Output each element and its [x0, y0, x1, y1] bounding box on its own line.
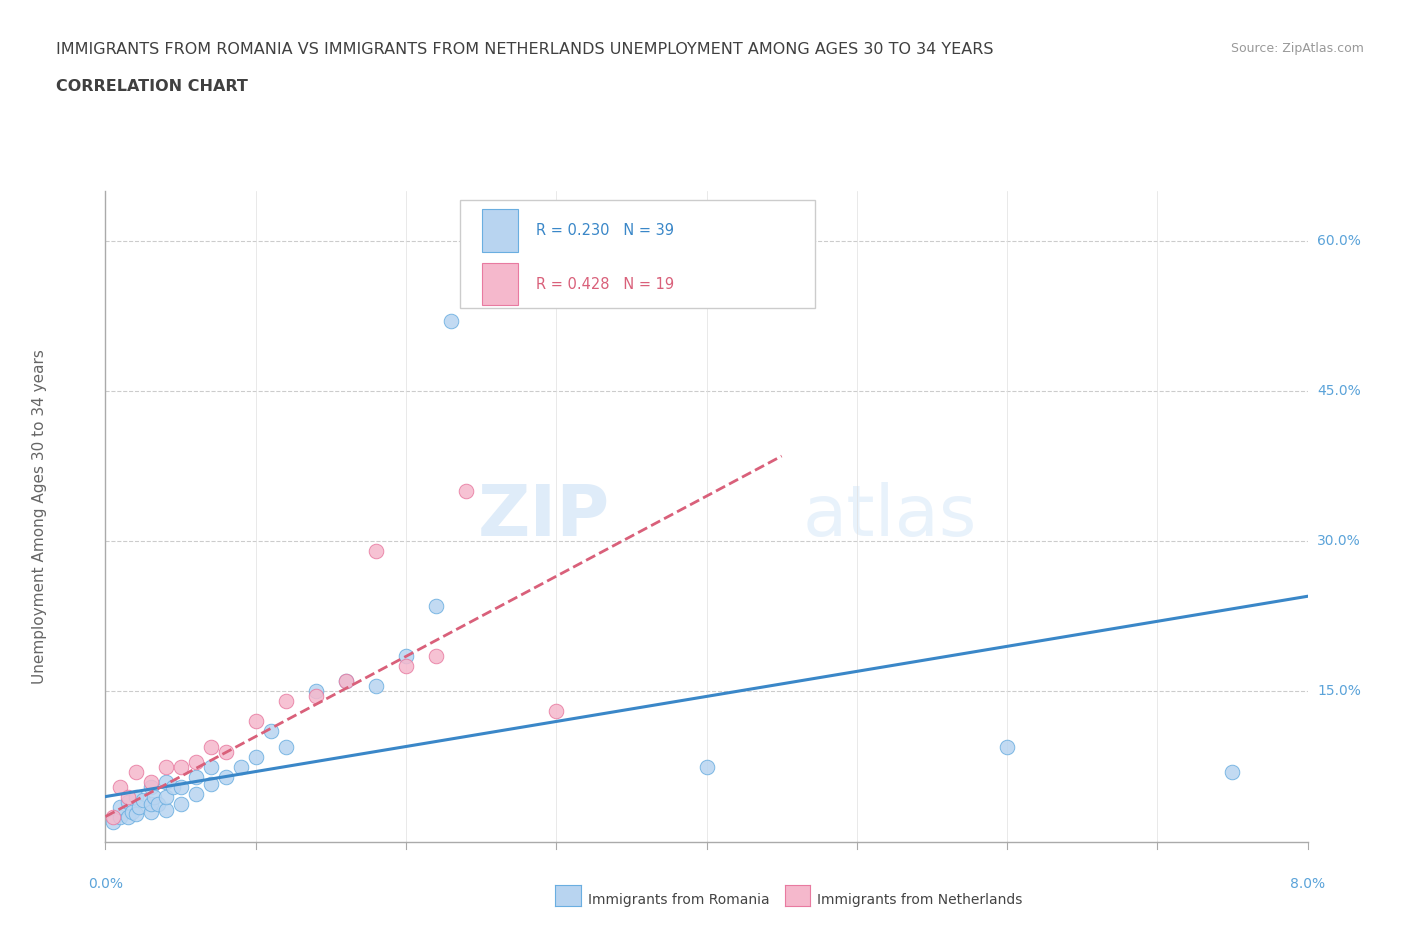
Point — [124, 764, 146, 779]
Point — [305, 689, 328, 704]
Text: IMMIGRANTS FROM ROMANIA VS IMMIGRANTS FROM NETHERLANDS UNEMPLOYMENT AMONG AGES 3: IMMIGRANTS FROM ROMANIA VS IMMIGRANTS FR… — [56, 42, 994, 57]
FancyBboxPatch shape — [482, 263, 517, 305]
Point — [155, 759, 177, 774]
Point — [155, 803, 177, 817]
Point — [229, 759, 252, 774]
Point — [425, 599, 447, 614]
Point — [110, 809, 132, 824]
Point — [146, 796, 169, 811]
Point — [335, 674, 357, 689]
Point — [274, 739, 297, 754]
Point — [425, 649, 447, 664]
Point — [101, 809, 124, 824]
Point — [169, 779, 191, 794]
Point — [440, 313, 463, 328]
Point — [162, 779, 184, 794]
Text: R = 0.428   N = 19: R = 0.428 N = 19 — [536, 277, 673, 292]
Point — [139, 796, 162, 811]
Point — [139, 804, 162, 819]
Point — [139, 774, 162, 789]
Point — [121, 804, 143, 819]
Point — [155, 790, 177, 804]
Point — [124, 806, 146, 821]
Text: 45.0%: 45.0% — [1317, 384, 1361, 398]
Point — [117, 794, 139, 809]
Point — [184, 786, 207, 801]
Point — [260, 724, 283, 739]
Text: atlas: atlas — [803, 482, 977, 551]
Point — [142, 790, 165, 804]
Point — [364, 679, 387, 694]
Point — [117, 809, 139, 824]
Point — [214, 769, 236, 784]
Text: ZIP: ZIP — [478, 482, 610, 551]
Text: Immigrants from Netherlands: Immigrants from Netherlands — [817, 893, 1022, 908]
FancyBboxPatch shape — [482, 209, 517, 252]
Point — [546, 704, 568, 719]
Point — [395, 649, 418, 664]
Point — [117, 790, 139, 804]
Point — [155, 774, 177, 789]
Text: Unemployment Among Ages 30 to 34 years: Unemployment Among Ages 30 to 34 years — [32, 349, 46, 684]
Point — [128, 799, 150, 814]
Text: 15.0%: 15.0% — [1317, 684, 1361, 698]
Point — [245, 714, 267, 729]
Text: 30.0%: 30.0% — [1317, 534, 1361, 548]
Text: R = 0.230   N = 39: R = 0.230 N = 39 — [536, 223, 673, 238]
Point — [139, 779, 162, 794]
Text: Immigrants from Romania: Immigrants from Romania — [588, 893, 769, 908]
Point — [395, 659, 418, 674]
Point — [696, 759, 718, 774]
Point — [1222, 764, 1244, 779]
Point — [110, 779, 132, 794]
Point — [305, 684, 328, 698]
Text: CORRELATION CHART: CORRELATION CHART — [56, 79, 247, 94]
Point — [274, 694, 297, 709]
Point — [124, 790, 146, 804]
Point — [101, 814, 124, 829]
Text: 60.0%: 60.0% — [1317, 233, 1361, 247]
Point — [184, 769, 207, 784]
Point — [995, 739, 1018, 754]
Point — [184, 754, 207, 769]
FancyBboxPatch shape — [460, 201, 814, 308]
Point — [214, 744, 236, 759]
Point — [169, 796, 191, 811]
Text: 0.0%: 0.0% — [89, 878, 122, 892]
Point — [364, 544, 387, 559]
Text: 8.0%: 8.0% — [1291, 878, 1324, 892]
Point — [335, 674, 357, 689]
Point — [245, 749, 267, 764]
Point — [200, 759, 222, 774]
Point — [169, 759, 191, 774]
Text: Source: ZipAtlas.com: Source: ZipAtlas.com — [1230, 42, 1364, 55]
Point — [132, 792, 155, 807]
Point — [200, 739, 222, 754]
Point — [110, 799, 132, 814]
Point — [200, 777, 222, 791]
Point — [454, 484, 477, 498]
